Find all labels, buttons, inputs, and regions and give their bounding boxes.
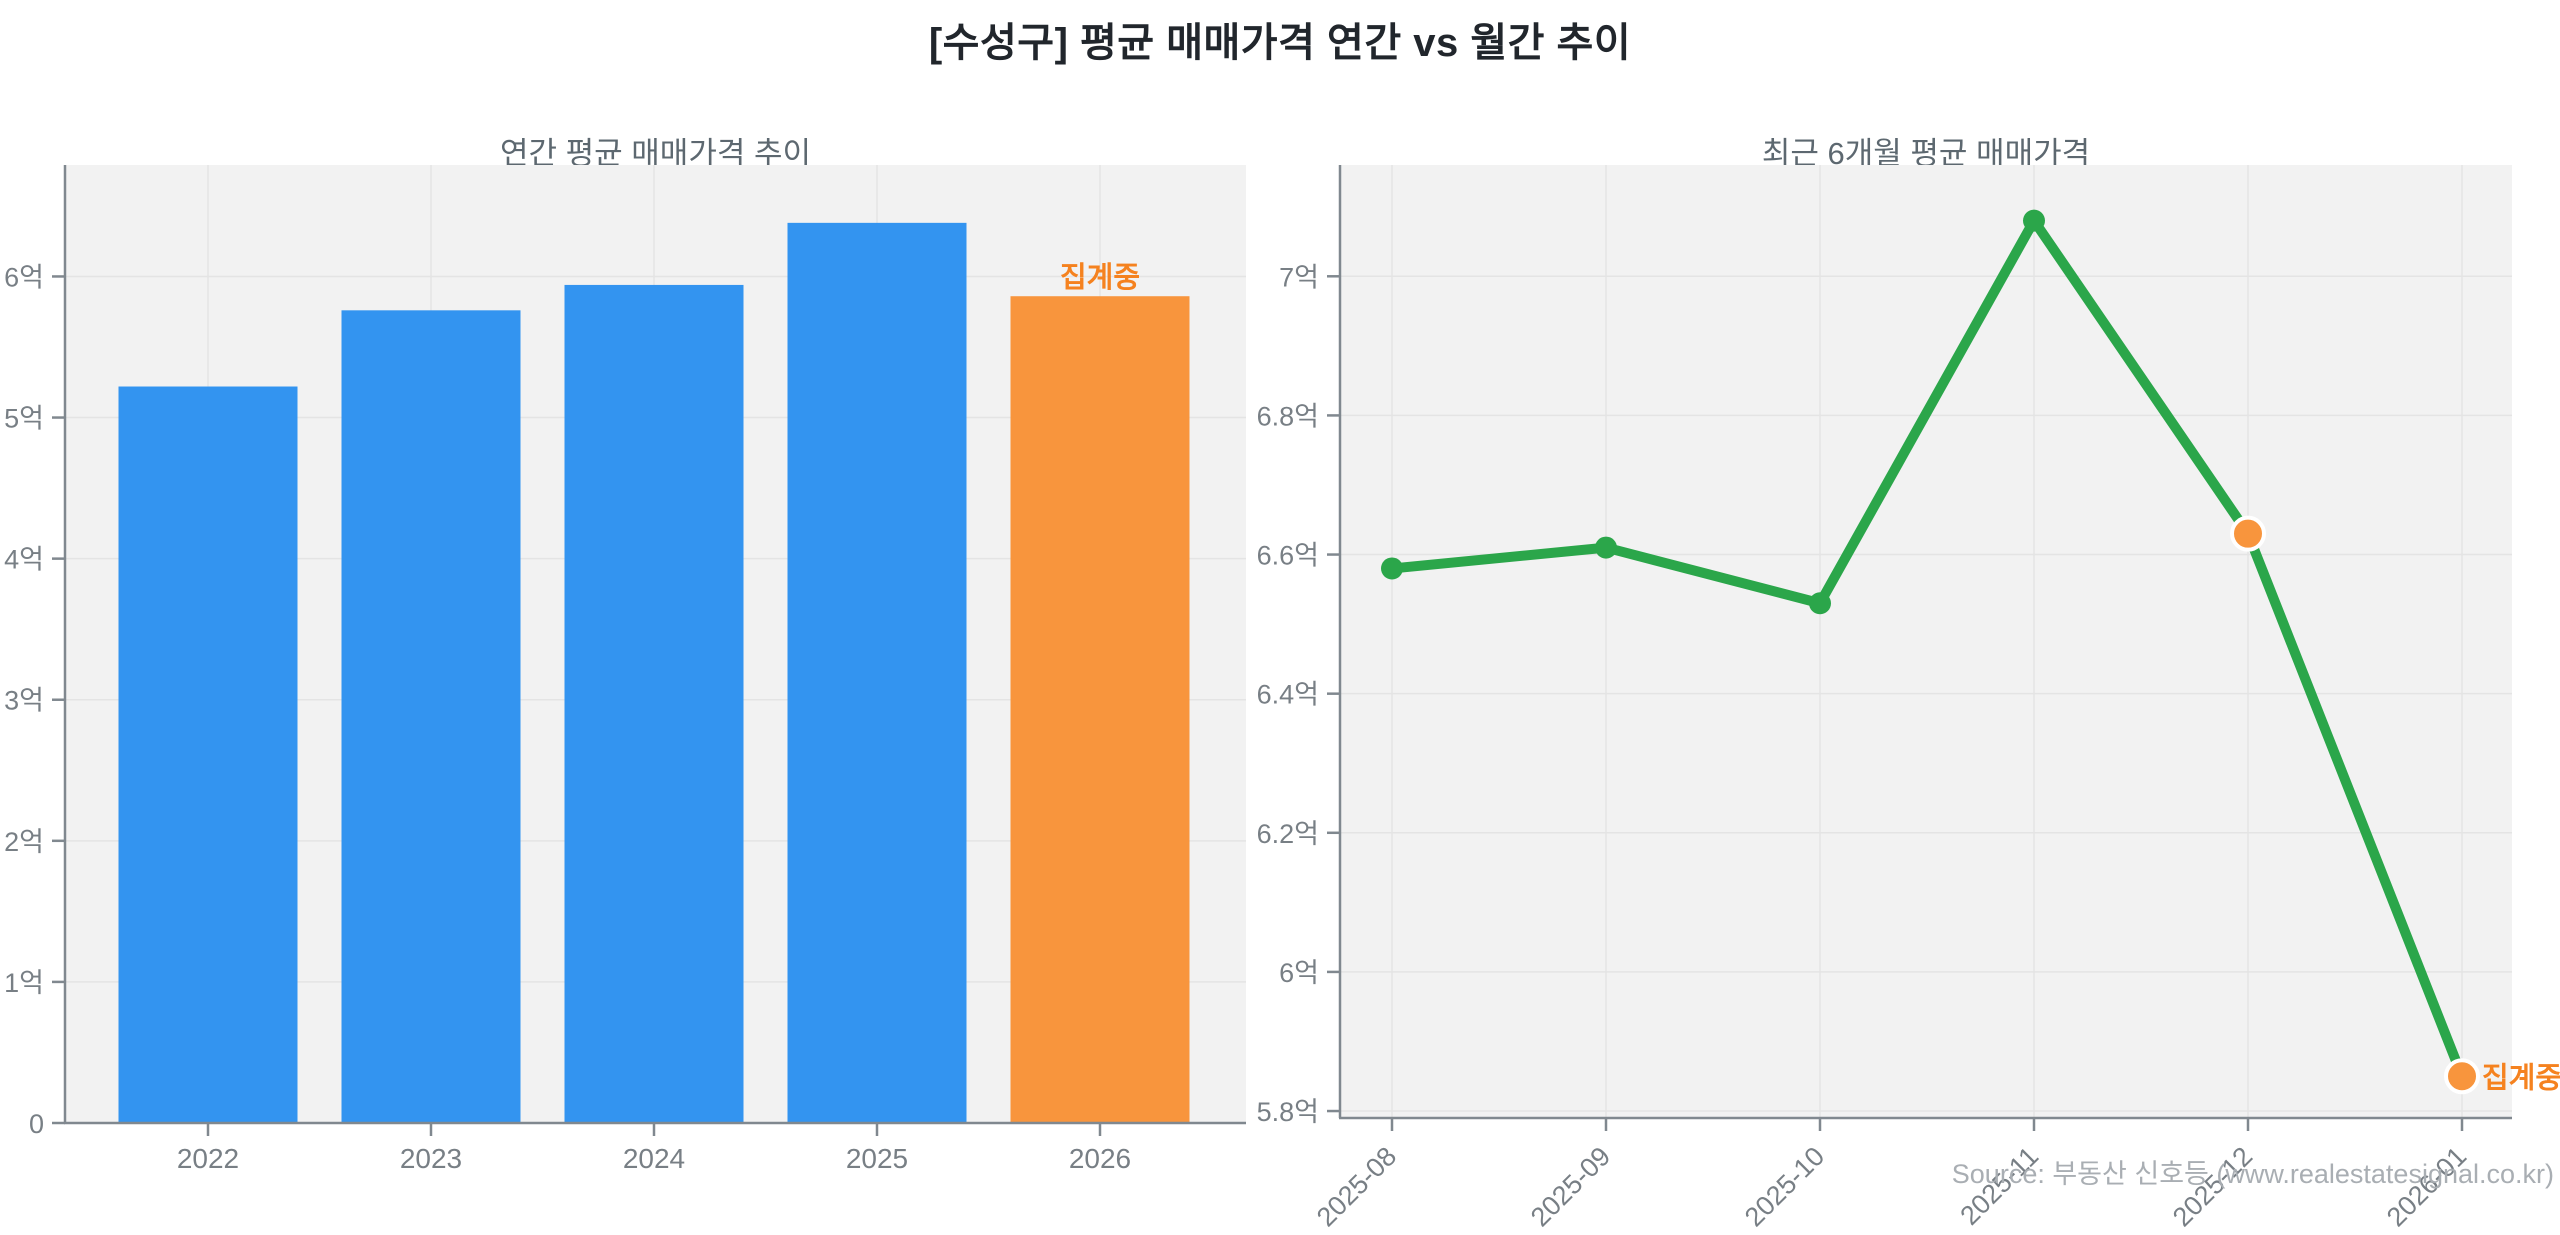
annual-aggregating-label: 집계중: [1060, 261, 1140, 294]
y-tick-label: 5.8억: [1257, 1097, 1319, 1127]
x-tick-label: 2025-10: [1739, 1141, 1830, 1232]
y-tick-label: 5억: [4, 404, 44, 434]
data-point-2025-12: [2230, 515, 2266, 552]
data-point-2025-08: [1381, 557, 1403, 580]
y-tick-label: 6.6억: [1257, 541, 1319, 571]
y-tick-label: 6억: [4, 262, 44, 292]
data-point-2025-10: [1809, 592, 1831, 615]
y-tick-label: 6.2억: [1257, 819, 1319, 849]
data-point-2025-11: [2023, 209, 2045, 232]
x-tick-label: 2026: [1069, 1143, 1131, 1174]
monthly-line-chart: 5.8억 6억 6.2억 6.4억 6.6억 6.8억 7억 2025-08 2025-09 20…: [1257, 165, 2560, 1232]
source-credit: Source: 부동산 신호등 (www.realestatesignal.co…: [1951, 1159, 2554, 1189]
bar-2026: [1010, 296, 1190, 1123]
y-tick-label: 1억: [4, 968, 44, 998]
y-tick-label: 7억: [1279, 262, 1319, 292]
x-tick-label: 2025-08: [1311, 1141, 1402, 1232]
bar-2025: [787, 222, 967, 1124]
y-tick-label: 6억: [1279, 958, 1319, 988]
monthly-aggregating-label: 집계중: [2482, 1061, 2560, 1094]
x-tick-label: 2025-09: [1525, 1141, 1616, 1232]
x-tick-label: 2025: [846, 1143, 908, 1174]
plot-background: [1340, 165, 2512, 1118]
y-tick-label: 6.8억: [1257, 401, 1319, 431]
data-point-2025-09: [1595, 536, 1617, 559]
y-tick-label: 4억: [4, 545, 44, 575]
price-line: [1387, 215, 2467, 1082]
bar-2022: [118, 386, 298, 1123]
x-tick-label: 2023: [400, 1143, 462, 1174]
bar-2024: [564, 284, 744, 1123]
y-tick-label: 0: [29, 1109, 44, 1139]
y-tick-label: 2억: [4, 827, 44, 857]
x-tick-label: 2022: [177, 1143, 239, 1174]
y-tick-label: 3억: [4, 686, 44, 716]
annual-bar-chart: 0 1억 2억 3억 4억 5억 6억 2022 2023 2024 2025 2026 집계중: [4, 165, 1246, 1174]
x-tick-label: 2024: [623, 1143, 685, 1174]
page-title: [수성구] 평균 매매가격 연간 vs 월간 추이: [928, 21, 1632, 65]
data-point-2026-01: [2444, 1058, 2480, 1095]
y-tick-label: 6.4억: [1257, 680, 1319, 710]
bar-2023: [341, 310, 521, 1124]
